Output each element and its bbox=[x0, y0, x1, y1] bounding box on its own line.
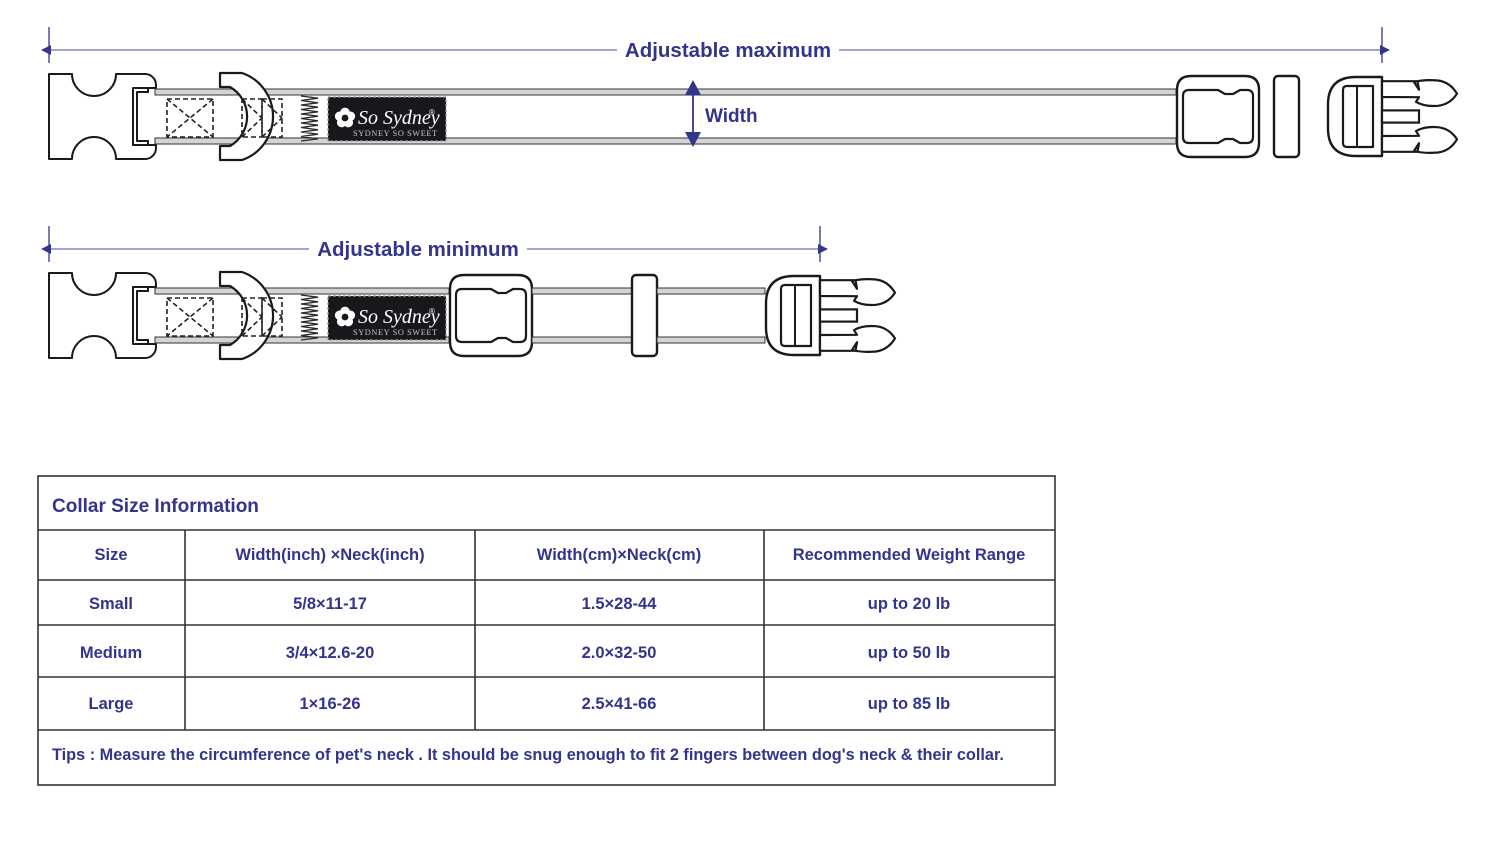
svg-text:5/8×11-17: 5/8×11-17 bbox=[293, 595, 367, 613]
svg-text:Width(cm)×Neck(cm): Width(cm)×Neck(cm) bbox=[537, 546, 701, 564]
svg-text:Small: Small bbox=[89, 595, 133, 613]
svg-text:2.0×32-50: 2.0×32-50 bbox=[582, 644, 657, 662]
svg-text:up to 85 lb: up to 85 lb bbox=[868, 695, 951, 713]
svg-text:Tips : Measure the circumferen: Tips : Measure the circumference of pet'… bbox=[52, 746, 1004, 764]
svg-text:2.5×41-66: 2.5×41-66 bbox=[582, 695, 657, 713]
svg-text:1.5×28-44: 1.5×28-44 bbox=[582, 595, 658, 613]
svg-text:Width: Width bbox=[705, 106, 758, 127]
svg-text:SYDNEY SO SWEET: SYDNEY SO SWEET bbox=[353, 328, 438, 337]
svg-text:Medium: Medium bbox=[80, 644, 142, 662]
svg-text:Width(inch) ×Neck(inch): Width(inch) ×Neck(inch) bbox=[235, 546, 424, 564]
svg-text:So Sydney: So Sydney bbox=[358, 107, 440, 129]
svg-text:®: ® bbox=[429, 307, 435, 316]
svg-text:Recommended Weight Range: Recommended Weight Range bbox=[793, 546, 1026, 564]
svg-text:SYDNEY SO SWEET: SYDNEY SO SWEET bbox=[353, 129, 438, 138]
svg-text:up to 20 lb: up to 20 lb bbox=[868, 595, 951, 613]
svg-text:1×16-26: 1×16-26 bbox=[299, 695, 360, 713]
svg-text:Large: Large bbox=[89, 695, 134, 713]
svg-text:up to 50 lb: up to 50 lb bbox=[868, 644, 951, 662]
svg-text:Adjustable maximum: Adjustable maximum bbox=[625, 39, 831, 62]
svg-text:3/4×12.6-20: 3/4×12.6-20 bbox=[286, 644, 375, 662]
svg-text:Size: Size bbox=[94, 546, 127, 564]
svg-text:®: ® bbox=[429, 108, 435, 117]
svg-text:Adjustable minimum: Adjustable minimum bbox=[317, 238, 519, 261]
svg-text:Collar Size Information: Collar Size Information bbox=[52, 496, 259, 517]
svg-text:So Sydney: So Sydney bbox=[358, 306, 440, 328]
